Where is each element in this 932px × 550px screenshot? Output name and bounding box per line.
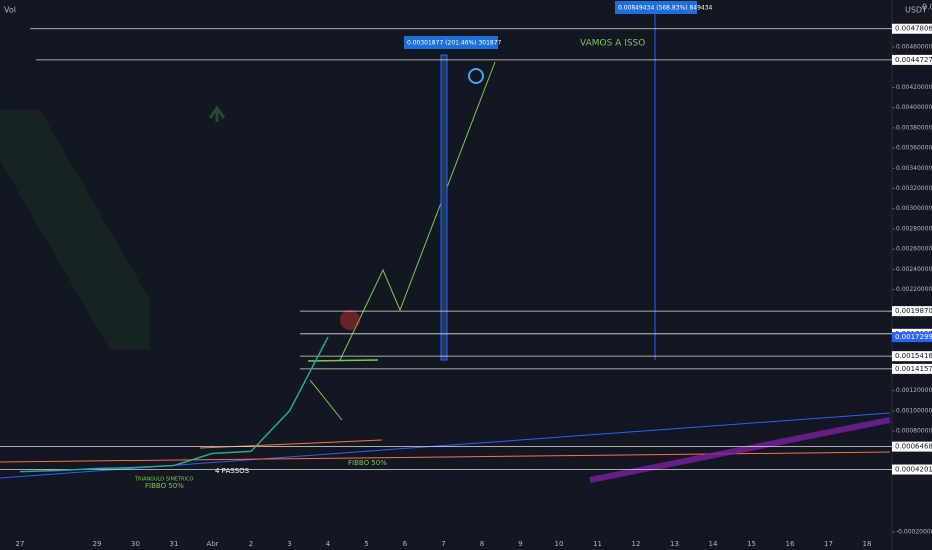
measure-tag xyxy=(404,36,498,49)
price-tag xyxy=(892,23,932,34)
channel xyxy=(589,417,891,483)
annotation: FIBBO 50% xyxy=(145,482,184,490)
y-tick-label: 0.00100000 xyxy=(896,407,932,414)
x-tick-label: 4 xyxy=(326,540,331,548)
price-tag-label: 0.00198704 xyxy=(895,307,932,315)
measure-label: 0.00301877 (201.46%) 301877 xyxy=(407,40,502,47)
x-tick-label: 9 xyxy=(518,540,522,548)
x-tick-label: 15 xyxy=(747,540,756,548)
x-tick-label: 31 xyxy=(170,540,179,548)
price-tag-label: 0.00447274 xyxy=(895,56,932,64)
y-tick-label: 0.00460000 xyxy=(896,44,932,51)
current-price-tag xyxy=(892,332,932,343)
x-tick-label: 8 xyxy=(480,540,484,548)
annotation: 4 PASSOS xyxy=(215,467,250,475)
y-tick-label: 0.00120000 xyxy=(896,387,932,394)
x-tick-label: 10 xyxy=(555,540,564,548)
price-tag-label: 0.00064689 xyxy=(895,443,932,451)
price-tag-label: 0.00042018 xyxy=(895,466,932,474)
x-tick-label: 30 xyxy=(131,540,140,548)
price-tag-label: 0.00154166 xyxy=(895,352,932,360)
clipped-tag: 0.00 xyxy=(922,3,932,12)
highlight xyxy=(340,310,360,330)
x-tick-label: 5 xyxy=(364,540,368,548)
x-tick-label: 18 xyxy=(863,540,872,548)
y-tick-label: 0.00280000 xyxy=(896,225,932,232)
flag-line xyxy=(309,379,343,421)
y-tick-label: 0.00380000 xyxy=(896,124,932,131)
annotation: TRIANGULO SIMETRICO xyxy=(134,477,193,483)
x-tick-label: 27 xyxy=(16,540,25,548)
y-tick-label: 0.00360000 xyxy=(896,145,932,152)
y-tick-label: 0.00300000 xyxy=(896,205,932,212)
x-tick-label: 29 xyxy=(93,540,102,548)
price-line xyxy=(19,336,329,473)
x-tick-label: 7 xyxy=(441,540,445,548)
x-tick-label: 2 xyxy=(249,540,253,548)
price-tag-label: 0.00141577 xyxy=(895,365,932,373)
eye-icon xyxy=(468,68,484,84)
volume-label: Vol xyxy=(4,6,16,15)
price-tag xyxy=(892,351,932,362)
price-tag xyxy=(892,54,932,65)
y-tick-label: 0.00260000 xyxy=(896,246,932,253)
price-tag-label: 0.00478063 xyxy=(895,25,932,33)
measure-label: 0.00849434 (568.83%) 849434 xyxy=(618,5,713,12)
measure-bar xyxy=(440,54,448,361)
x-tick-label: 11 xyxy=(593,540,602,548)
x-tick-label: 13 xyxy=(670,540,679,548)
arrow-icon xyxy=(208,105,226,122)
current-price-label: 0.00172999 xyxy=(895,333,932,341)
measure-tag xyxy=(615,1,697,14)
annotation: VAMOS A ISSO xyxy=(580,39,645,49)
price-tag xyxy=(892,306,932,317)
x-tick-label: 16 xyxy=(786,540,795,548)
price-tag xyxy=(892,464,932,475)
price-tag xyxy=(892,441,932,452)
x-tick-label: 12 xyxy=(632,540,641,548)
annotation: FIBBO 50% xyxy=(348,459,387,467)
flag-line xyxy=(307,359,379,362)
x-tick-label: 3 xyxy=(287,540,291,548)
price-tag xyxy=(892,363,932,374)
x-tick-label: 6 xyxy=(403,540,408,548)
currency: USDT xyxy=(905,6,927,15)
watermark xyxy=(0,110,150,350)
x-tick-label: Abr xyxy=(206,540,218,548)
y-tick-label: -0.00020000 xyxy=(896,529,932,536)
x-tick-label: 14 xyxy=(709,540,718,548)
x-tick-label: 17 xyxy=(824,540,833,548)
y-tick-label: 0.00420000 xyxy=(896,84,932,91)
y-tick-label: 0.00080000 xyxy=(896,428,932,435)
trend-line xyxy=(0,451,891,463)
y-tick-label: 0.00400000 xyxy=(896,104,932,111)
y-tick-label: 0.00240000 xyxy=(896,266,932,273)
y-tick-label: 0.00220000 xyxy=(896,286,932,293)
y-tick-label: 0.00340000 xyxy=(896,165,932,172)
y-tick-label: 0.00320000 xyxy=(896,185,932,192)
